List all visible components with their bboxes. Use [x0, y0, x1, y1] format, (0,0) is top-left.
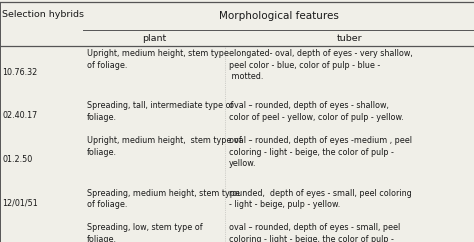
- Text: oval – rounded, depth of eyes - small, peel
coloring - light - beige, the color : oval – rounded, depth of eyes - small, p…: [229, 223, 400, 242]
- Text: oval – rounded, depth of eyes - shallow,
color of peel - yellow, color of pulp -: oval – rounded, depth of eyes - shallow,…: [229, 101, 404, 122]
- Text: 10.76.32: 10.76.32: [2, 68, 37, 77]
- Text: elongated- oval, depth of eyes - very shallow,
peel color - blue, color of pulp : elongated- oval, depth of eyes - very sh…: [229, 49, 413, 81]
- Text: rounded,  depth of eyes - small, peel coloring
- light - beige, pulp - yellow.: rounded, depth of eyes - small, peel col…: [229, 189, 412, 209]
- Text: Spreading, tall, intermediate type of
foliage.: Spreading, tall, intermediate type of fo…: [87, 101, 233, 122]
- Text: Upright, medium height, stem type
of foliage.: Upright, medium height, stem type of fol…: [87, 49, 228, 69]
- Text: Spreading, low, stem type of
foliage.: Spreading, low, stem type of foliage.: [87, 223, 202, 242]
- Text: tuber: tuber: [337, 34, 363, 43]
- Text: plant: plant: [142, 34, 166, 43]
- Text: oval – rounded, depth of eyes -medium , peel
coloring - light - beige, the color: oval – rounded, depth of eyes -medium , …: [229, 136, 412, 168]
- Text: Morphological features: Morphological features: [219, 11, 338, 21]
- Text: 12/01/51: 12/01/51: [2, 198, 38, 207]
- Text: Upright, medium height,  stem type of
foliage.: Upright, medium height, stem type of fol…: [87, 136, 241, 157]
- Text: 02.40.17: 02.40.17: [2, 111, 37, 120]
- Text: Selection hybrids: Selection hybrids: [2, 10, 84, 19]
- Text: Spreading, medium height, stem type
of foliage.: Spreading, medium height, stem type of f…: [87, 189, 240, 209]
- Text: 01.2.50: 01.2.50: [2, 155, 33, 164]
